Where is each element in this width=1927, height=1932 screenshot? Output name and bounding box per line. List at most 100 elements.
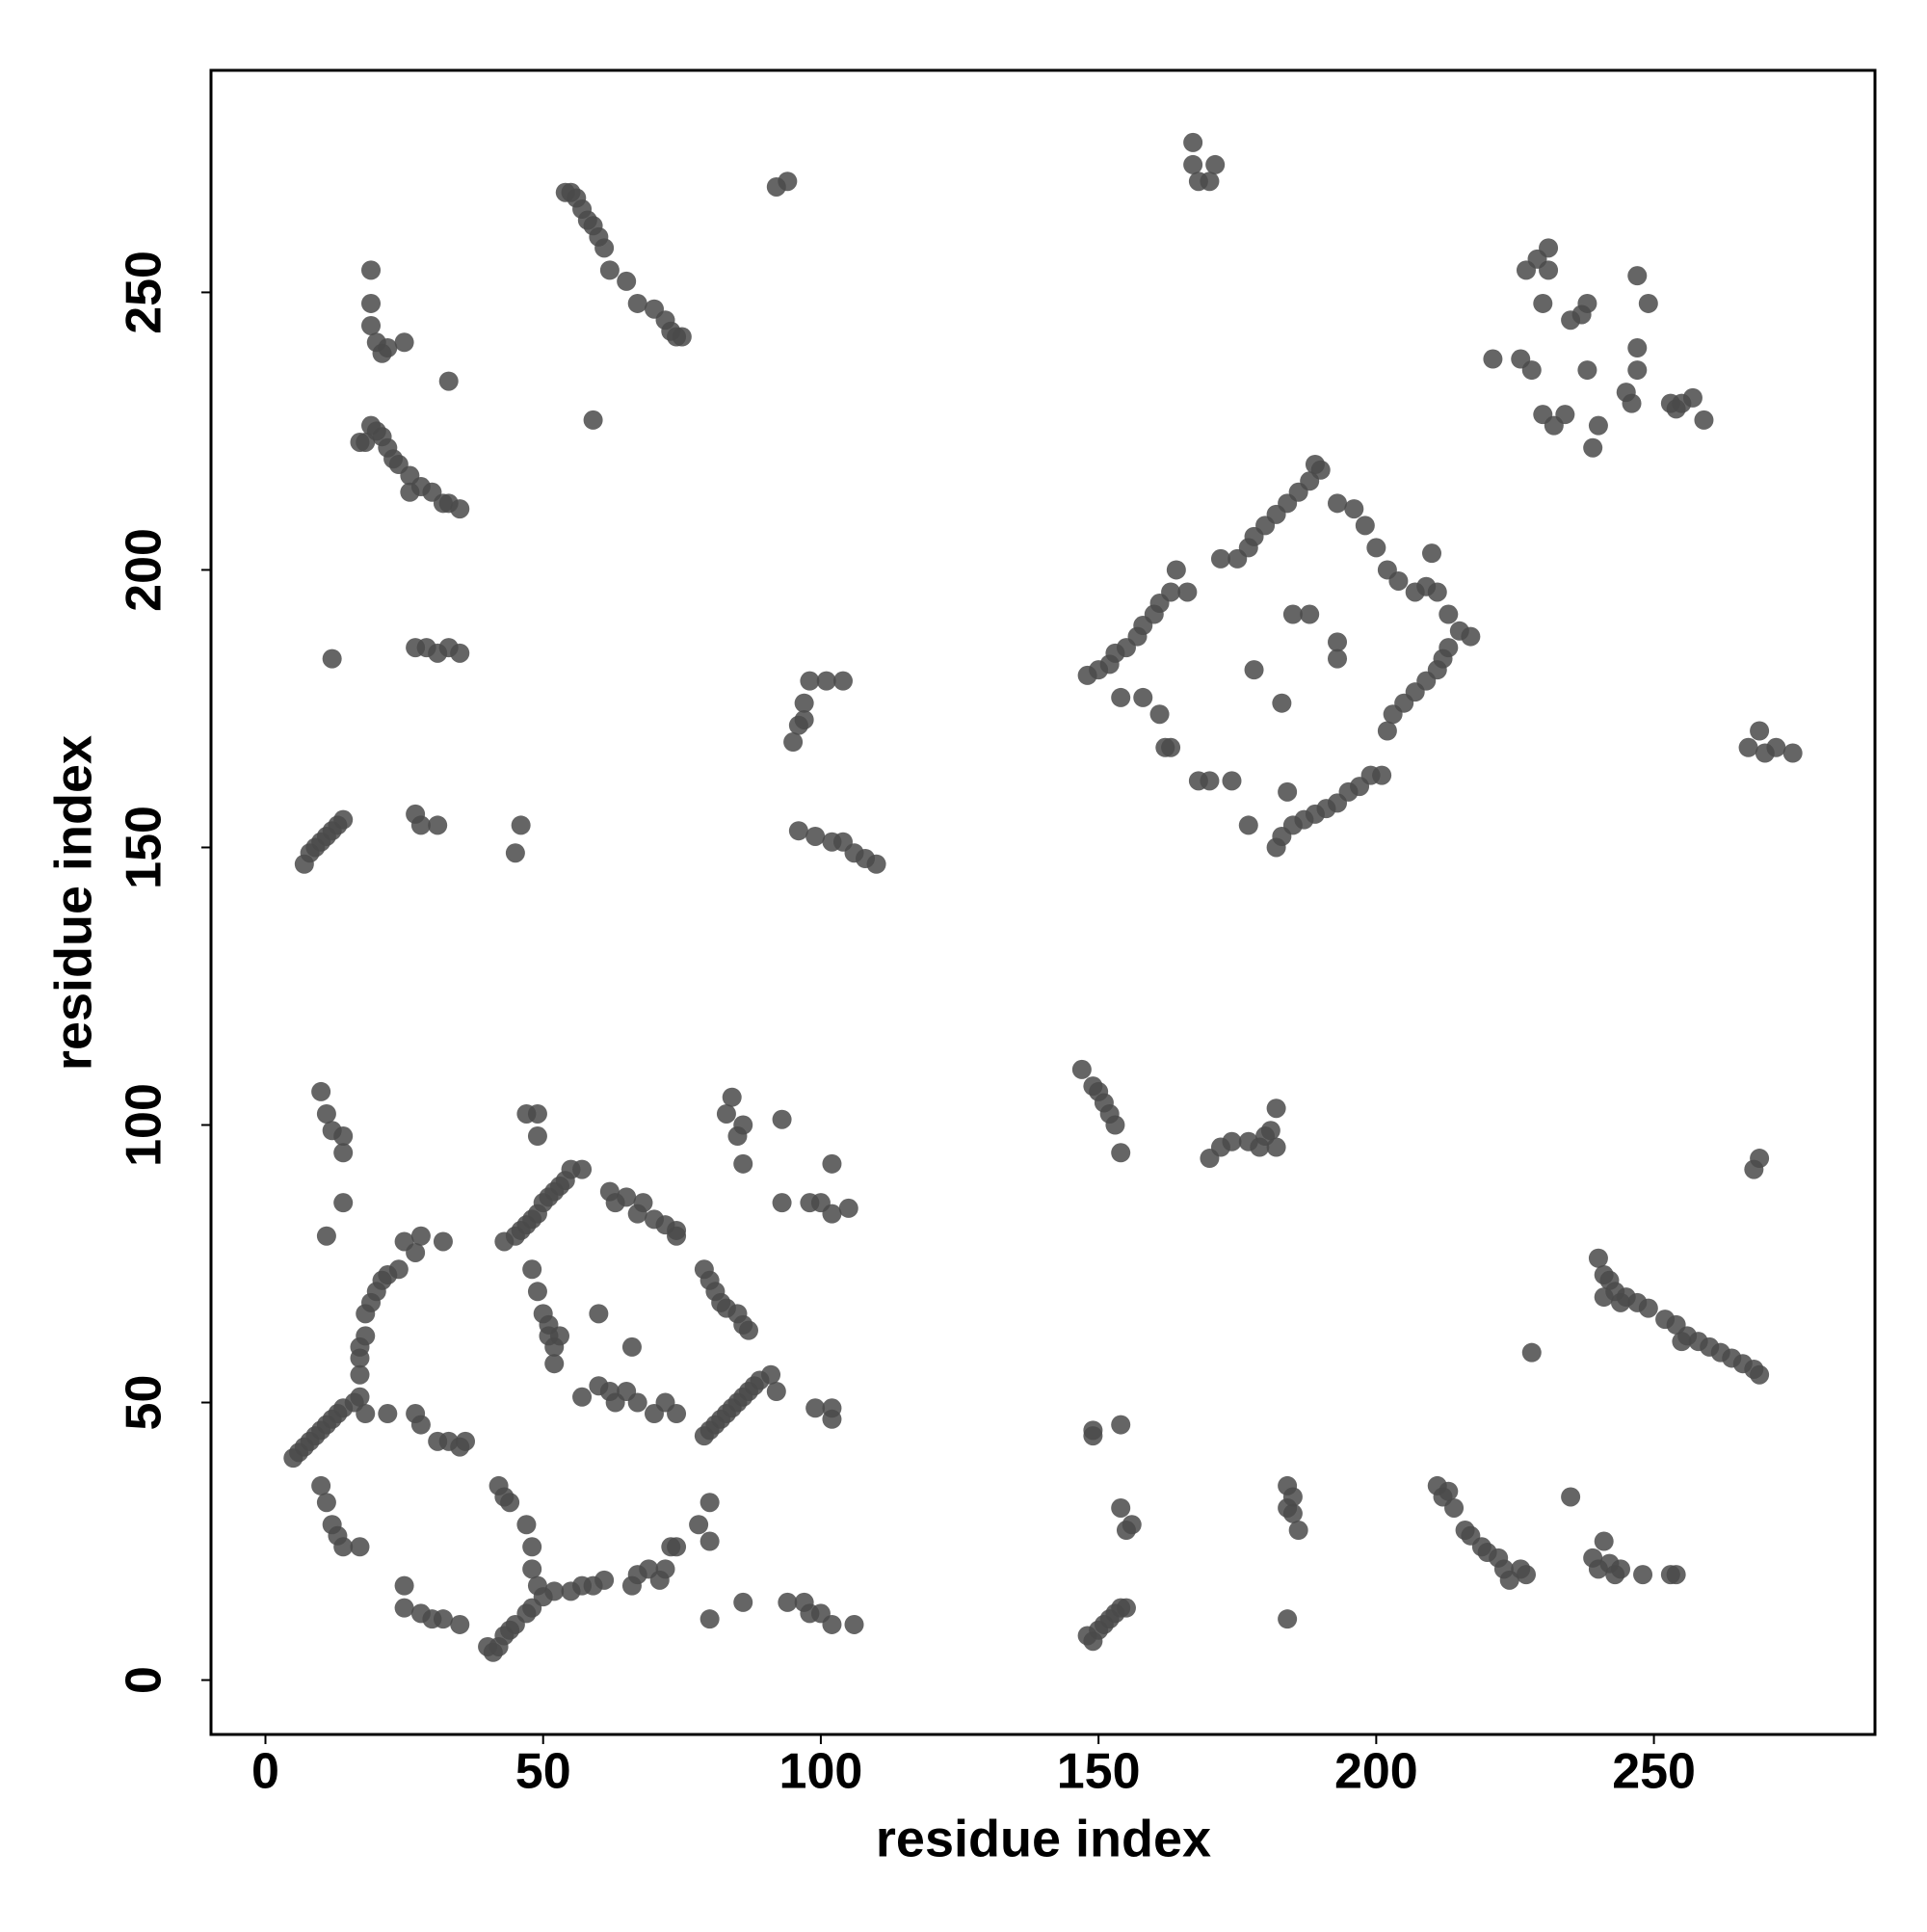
point — [722, 1087, 742, 1107]
point — [1577, 360, 1597, 381]
point — [322, 648, 342, 669]
point — [800, 671, 820, 691]
point — [450, 1614, 470, 1634]
point — [550, 1326, 570, 1346]
point — [1111, 1143, 1131, 1163]
point — [1183, 132, 1203, 152]
point — [1682, 387, 1703, 408]
point — [1561, 1487, 1581, 1507]
point — [1439, 604, 1459, 624]
point — [1083, 1420, 1103, 1441]
point — [1183, 154, 1203, 174]
point — [794, 709, 814, 729]
point — [1588, 1248, 1608, 1268]
point — [866, 854, 886, 874]
point — [1372, 765, 1392, 785]
point — [1388, 570, 1409, 591]
point — [1521, 360, 1542, 381]
point — [1638, 293, 1658, 313]
point — [621, 1337, 642, 1357]
point — [1588, 415, 1608, 436]
point — [544, 1354, 565, 1374]
point — [1610, 1292, 1630, 1312]
point — [1461, 626, 1481, 647]
point — [500, 1493, 520, 1513]
point — [822, 1614, 842, 1634]
point — [1583, 437, 1603, 458]
point — [410, 1415, 431, 1435]
point — [1282, 604, 1303, 624]
x-axis-label: residue index — [876, 1810, 1211, 1867]
point — [832, 671, 853, 691]
point — [594, 1570, 615, 1590]
point — [1521, 1342, 1542, 1363]
point — [1278, 1497, 1298, 1518]
point — [1111, 687, 1131, 707]
point — [433, 1609, 453, 1629]
point — [1483, 349, 1503, 369]
plot-frame — [209, 68, 1877, 1736]
point — [1200, 771, 1220, 791]
point — [428, 815, 448, 835]
point — [433, 1231, 453, 1252]
point — [1244, 660, 1264, 680]
point — [1694, 410, 1714, 430]
point — [1083, 1631, 1103, 1652]
point — [400, 482, 420, 502]
point — [617, 1187, 637, 1207]
point — [838, 1198, 858, 1218]
y-tick-label: 50 — [117, 1375, 172, 1431]
point — [450, 643, 470, 663]
point — [333, 809, 354, 830]
point — [350, 1537, 370, 1557]
point — [1344, 499, 1364, 519]
point — [316, 1493, 336, 1513]
point — [378, 1404, 398, 1424]
point — [633, 1193, 653, 1213]
point — [1672, 1332, 1692, 1352]
point — [456, 1431, 476, 1451]
point — [788, 821, 808, 841]
point — [805, 1398, 826, 1418]
point — [766, 1382, 786, 1402]
point — [1439, 1481, 1459, 1501]
point — [1633, 1565, 1653, 1585]
point — [778, 172, 798, 192]
point — [333, 1126, 354, 1147]
point — [700, 1493, 720, 1513]
point — [794, 693, 814, 713]
point — [1766, 737, 1786, 757]
point — [316, 1103, 336, 1124]
point — [572, 1387, 593, 1407]
point — [700, 1609, 720, 1629]
point — [1205, 154, 1226, 174]
point — [594, 238, 615, 258]
point — [394, 332, 414, 353]
point — [450, 499, 470, 519]
y-tick-label: 0 — [117, 1666, 172, 1694]
point — [516, 1515, 537, 1535]
x-tick-label: 150 — [1057, 1744, 1141, 1800]
point — [406, 1242, 426, 1262]
point — [527, 1103, 547, 1124]
point — [505, 843, 525, 863]
point — [1666, 1565, 1686, 1585]
point — [1516, 1565, 1536, 1585]
point — [700, 1531, 720, 1551]
point — [1238, 815, 1258, 835]
point — [1366, 538, 1386, 558]
point — [822, 1398, 842, 1418]
point — [1555, 405, 1575, 425]
point — [1750, 1149, 1770, 1169]
x-tick-label: 50 — [515, 1744, 571, 1800]
point — [1222, 771, 1242, 791]
point — [333, 1193, 354, 1213]
point — [438, 371, 459, 391]
point — [1594, 1287, 1614, 1308]
point — [394, 1575, 414, 1596]
point — [1149, 704, 1170, 725]
x-tick-label: 100 — [779, 1744, 863, 1800]
point — [350, 1387, 370, 1407]
x-tick-label: 250 — [1612, 1744, 1696, 1800]
